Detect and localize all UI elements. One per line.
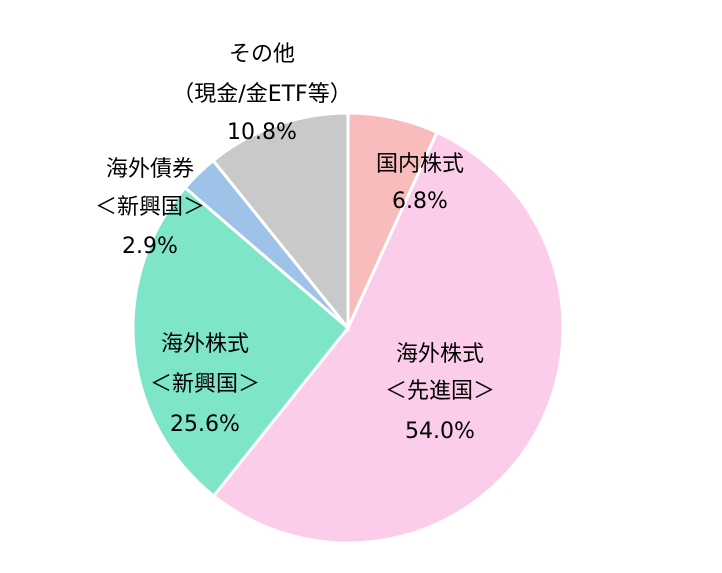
value-label: 10.8% — [227, 120, 297, 145]
slice-label: 海外債券 — [106, 157, 194, 182]
value-label: 25.6% — [170, 412, 240, 437]
value-label: 2.9% — [122, 234, 178, 259]
slice-label: 国内株式 — [376, 152, 464, 177]
value-label: 6.8% — [392, 189, 448, 214]
slice-label: ＜新興国＞ — [150, 372, 260, 397]
slice-label: その他 — [229, 42, 295, 67]
slice-label: ＜先進国＞ — [385, 379, 495, 404]
pie-slice — [211, 111, 350, 333]
slice-label: （現金/金ETF等） — [172, 82, 351, 107]
pie-slice — [131, 185, 351, 498]
value-label: 54.0% — [405, 419, 475, 444]
slice-label: 海外株式 — [161, 332, 249, 357]
pie-slice — [211, 130, 565, 545]
slice-label: ＜新興国＞ — [95, 195, 205, 220]
slice-label: 海外株式 — [396, 342, 484, 367]
